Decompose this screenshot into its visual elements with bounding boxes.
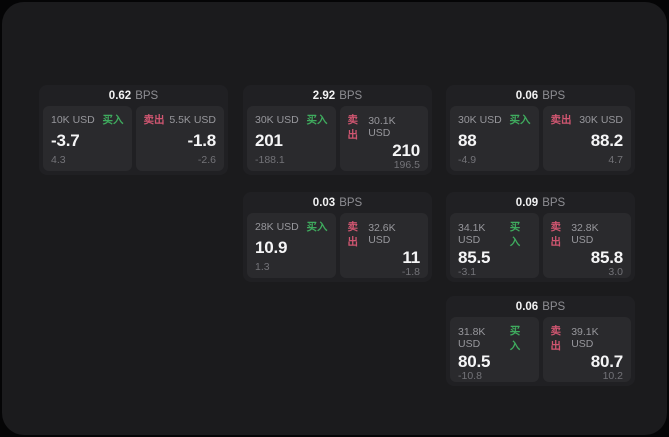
quote-card-5: 0.09 BPS 34.1K USD 买入 85.5 -3.1 卖出 32.8K… bbox=[446, 192, 635, 282]
sell-notional: 5.5K USD bbox=[169, 113, 216, 126]
bps-unit-label: BPS bbox=[542, 196, 566, 209]
buy-side-label: 买入 bbox=[306, 221, 328, 233]
sell-notional: 39.1K USD bbox=[571, 326, 599, 350]
sell-price: 88.2 bbox=[590, 131, 623, 150]
buy-panel[interactable]: 28K USD 买入 10.9 1.3 bbox=[247, 213, 336, 278]
bps-value: 0.03 bbox=[312, 196, 336, 209]
sell-delta: 196.5 bbox=[393, 159, 420, 171]
sell-side-label: 卖出 bbox=[143, 114, 165, 126]
sell-price: 210 bbox=[392, 141, 420, 160]
bps-header: 2.92 BPS bbox=[243, 85, 432, 106]
quote-card-3: 0.03 BPS 28K USD 买入 10.9 1.3 卖出 32.6K US… bbox=[243, 192, 432, 282]
buy-price: 80.5 bbox=[458, 352, 491, 371]
sell-notional: 30K USD bbox=[579, 113, 623, 126]
buy-notional: 30K USD bbox=[255, 113, 299, 126]
buy-panel[interactable]: 30K USD 买入 88 -4.9 bbox=[450, 106, 539, 171]
buy-notional: 10K USD bbox=[51, 113, 95, 126]
buy-price: 10.9 bbox=[255, 238, 288, 257]
buy-panel[interactable]: 10K USD 买入 -3.7 4.3 bbox=[43, 106, 132, 171]
bps-unit-label: BPS bbox=[542, 89, 566, 102]
buy-price: 88 bbox=[458, 131, 477, 150]
sell-notional: 30.1K USD bbox=[368, 115, 396, 139]
buy-panel[interactable]: 30K USD 买入 201 -188.1 bbox=[247, 106, 336, 171]
sell-delta: 3.0 bbox=[608, 266, 623, 278]
bps-unit-label: BPS bbox=[339, 89, 363, 102]
quote-card-6: 0.06 BPS 31.8K USD 买入 80.5 -10.8 卖出 39.1… bbox=[446, 296, 635, 386]
bps-value: 0.62 bbox=[108, 89, 132, 102]
sell-price: 11 bbox=[402, 248, 420, 267]
bps-header: 0.06 BPS bbox=[446, 296, 635, 317]
sell-price: 80.7 bbox=[590, 352, 623, 371]
sell-side-label: 卖出 bbox=[550, 114, 572, 126]
bps-header: 0.62 BPS bbox=[39, 85, 228, 106]
quote-card-4: 0.06 BPS 30K USD 买入 88 -4.9 卖出 30K USD 8… bbox=[446, 85, 635, 175]
sell-notional: 32.8K USD bbox=[571, 222, 599, 246]
bps-unit-label: BPS bbox=[542, 300, 566, 313]
buy-delta: -4.9 bbox=[458, 154, 477, 166]
sell-delta: -2.6 bbox=[197, 154, 216, 166]
bps-value: 0.06 bbox=[515, 300, 539, 313]
bps-header: 0.06 BPS bbox=[446, 85, 635, 106]
buy-side-label: 买入 bbox=[102, 114, 124, 126]
buy-notional: 34.1K USD bbox=[458, 222, 486, 246]
sell-delta: 4.7 bbox=[608, 154, 623, 166]
buy-delta: 1.3 bbox=[255, 261, 270, 273]
bps-unit-label: BPS bbox=[135, 89, 159, 102]
buy-side-label: 买入 bbox=[509, 325, 521, 352]
bps-unit-label: BPS bbox=[339, 196, 363, 209]
bps-value: 0.06 bbox=[515, 89, 539, 102]
buy-delta: 4.3 bbox=[51, 154, 66, 166]
quote-card-2: 2.92 BPS 30K USD 买入 201 -188.1 卖出 30.1K … bbox=[243, 85, 432, 175]
sell-panel[interactable]: 卖出 39.1K USD 80.7 10.2 bbox=[542, 317, 631, 382]
bps-value: 0.09 bbox=[515, 196, 539, 209]
buy-side-label: 买入 bbox=[306, 114, 328, 126]
buy-side-label: 买入 bbox=[509, 221, 521, 248]
bps-header: 0.03 BPS bbox=[243, 192, 432, 213]
buy-delta: -188.1 bbox=[255, 154, 285, 166]
buy-price: 85.5 bbox=[458, 248, 491, 267]
sell-delta: -1.8 bbox=[401, 266, 420, 278]
sell-price: 85.8 bbox=[590, 248, 623, 267]
buy-price: -3.7 bbox=[51, 131, 80, 150]
buy-panel[interactable]: 34.1K USD 买入 85.5 -3.1 bbox=[450, 213, 539, 278]
buy-notional: 30K USD bbox=[458, 113, 502, 126]
sell-panel[interactable]: 卖出 5.5K USD -1.8 -2.6 bbox=[135, 106, 224, 171]
buy-notional: 28K USD bbox=[255, 220, 299, 233]
bps-value: 2.92 bbox=[312, 89, 336, 102]
bps-header: 0.09 BPS bbox=[446, 192, 635, 213]
sell-side-label: 卖出 bbox=[550, 221, 562, 248]
sell-panel[interactable]: 卖出 30K USD 88.2 4.7 bbox=[542, 106, 631, 171]
quote-card-1: 0.62 BPS 10K USD 买入 -3.7 4.3 卖出 5.5K USD… bbox=[39, 85, 228, 175]
sell-panel[interactable]: 卖出 30.1K USD 210 196.5 bbox=[339, 106, 428, 171]
sell-side-label: 卖出 bbox=[347, 221, 359, 248]
buy-delta: -10.8 bbox=[458, 370, 482, 382]
sell-panel[interactable]: 卖出 32.6K USD 11 -1.8 bbox=[339, 213, 428, 278]
sell-panel[interactable]: 卖出 32.8K USD 85.8 3.0 bbox=[542, 213, 631, 278]
buy-side-label: 买入 bbox=[509, 114, 531, 126]
sell-price: -1.8 bbox=[187, 131, 217, 150]
buy-panel[interactable]: 31.8K USD 买入 80.5 -10.8 bbox=[450, 317, 539, 382]
sell-side-label: 卖出 bbox=[347, 114, 359, 141]
sell-delta: 10.2 bbox=[602, 370, 623, 382]
sell-side-label: 卖出 bbox=[550, 325, 562, 352]
buy-price: 201 bbox=[255, 131, 283, 150]
buy-delta: -3.1 bbox=[458, 266, 477, 278]
sell-notional: 32.6K USD bbox=[368, 222, 396, 246]
buy-notional: 31.8K USD bbox=[458, 326, 486, 350]
